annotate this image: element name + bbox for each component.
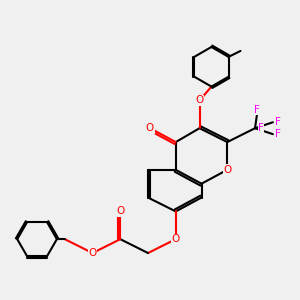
Text: O: O [223,165,231,175]
Text: F: F [275,117,280,127]
Text: F: F [275,129,280,139]
Text: F: F [258,123,264,133]
Text: F: F [254,105,260,115]
Text: O: O [172,234,180,244]
Text: O: O [116,206,124,216]
Text: O: O [146,123,154,133]
Text: O: O [88,248,97,258]
Text: O: O [195,95,204,106]
